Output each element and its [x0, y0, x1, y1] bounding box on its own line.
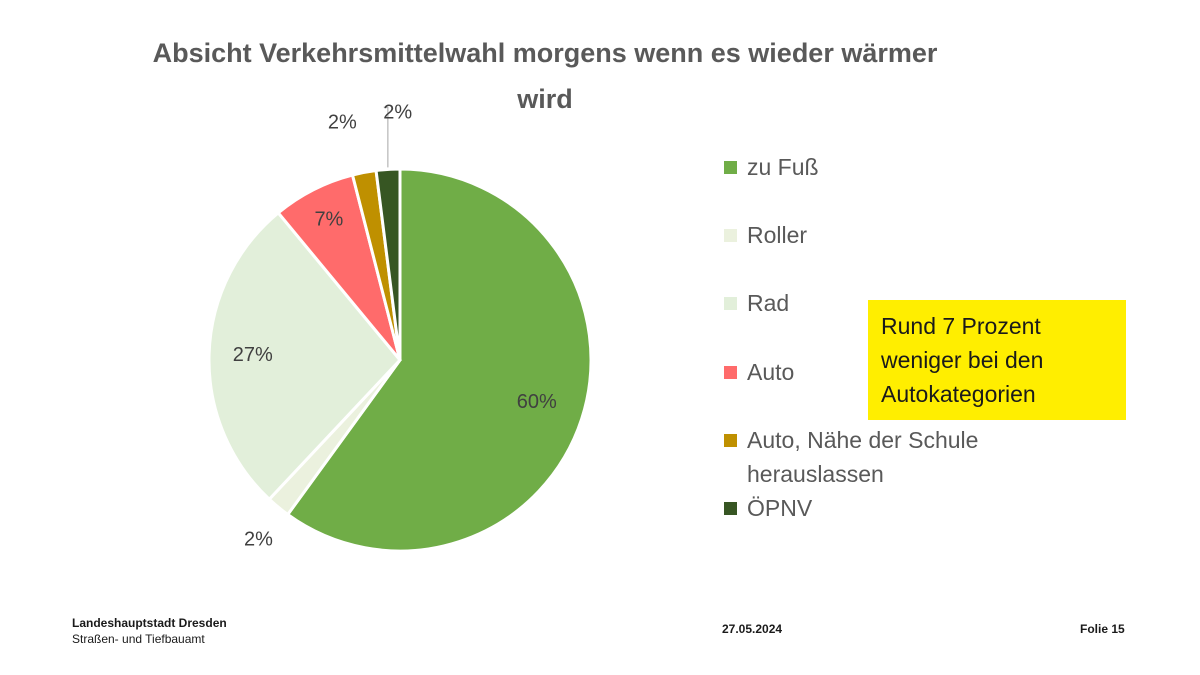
legend-swatch-5: [724, 502, 737, 515]
legend-item-2: Rad: [724, 286, 1077, 320]
legend-swatch-3: [724, 366, 737, 379]
legend-swatch-4: [724, 434, 737, 447]
legend-label-2: Rad: [747, 290, 790, 316]
data-label-3: 7%: [314, 209, 343, 231]
data-label-5: 2%: [383, 101, 412, 123]
data-labels: 60% 2% 27% 7% 2% 2%: [233, 101, 557, 550]
legend-label-4: Auto, Nähe der Schule herauslassen: [747, 427, 979, 487]
legend-label-5: ÖPNV: [747, 495, 813, 521]
legend-item-3: Auto: [724, 355, 1077, 389]
footer-date: 27.05.2024: [722, 622, 783, 636]
data-label-1: 2%: [244, 529, 273, 551]
legend-label-1: Roller: [747, 222, 808, 248]
legend-item-5: ÖPNV: [724, 491, 1077, 525]
label-leader-lines: [383, 106, 389, 168]
leader-line-5: [383, 106, 389, 168]
pie-chart: 60% 2% 27% 7% 2% 2%: [207, 101, 593, 553]
footer-slide-number: Folie 15: [1080, 622, 1125, 636]
legend-swatch-2: [724, 297, 737, 310]
footer-department: Straßen- und Tiefbauamt: [72, 632, 205, 646]
data-label-4: 2%: [328, 111, 357, 133]
legend-item-0: zu Fuß: [724, 150, 1077, 184]
pie-slices: [207, 167, 593, 553]
legend-swatch-0: [724, 161, 737, 174]
chart-title: Absicht Verkehrsmittelwahl morgens wenn …: [152, 38, 938, 114]
data-label-0: 60%: [517, 391, 557, 413]
footer-organization: Landeshauptstadt Dresden: [72, 616, 227, 630]
legend-label-3: Auto: [747, 359, 795, 385]
chart-legend: zu Fuß Roller Rad Auto Auto, Nähe der Schule…: [724, 0, 1144, 560]
callout-box: Rund 7 Prozent weniger bei den Autokateg…: [868, 300, 1126, 420]
data-label-2: 27%: [233, 344, 273, 366]
footer-org-block: Landeshauptstadt Dresden Straßen- und Ti…: [72, 615, 227, 647]
legend-label-0: zu Fuß: [747, 154, 819, 180]
pie-slice-0: [285, 167, 593, 553]
legend-item-1: Roller: [724, 218, 1077, 252]
legend-item-4: Auto, Nähe der Schule herauslassen: [724, 423, 1077, 491]
legend-swatch-1: [724, 229, 737, 242]
pie-slice-5: [374, 167, 402, 361]
pie-slice-2: [207, 210, 402, 502]
